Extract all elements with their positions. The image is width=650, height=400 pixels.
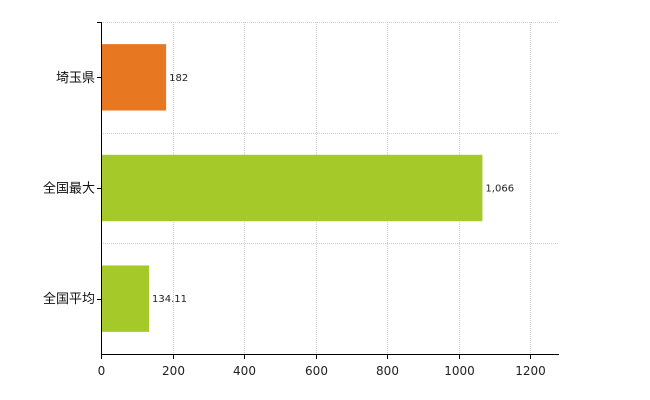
category-label: 全国平均 <box>43 291 95 307</box>
data-label: 134.11 <box>152 294 187 305</box>
x-tick-label: 600 <box>305 364 328 378</box>
x-tick-label: 800 <box>376 364 399 378</box>
data-label: 1,066 <box>485 184 514 195</box>
labels: 182 埼玉県 1,066 全国最大 134.11 全国平均 0 200 400 600 800 10… <box>43 71 546 378</box>
category-label: 埼玉県 <box>56 71 95 86</box>
x-tick-label: 1200 <box>515 364 546 378</box>
category-label: 全国最大 <box>43 181 95 197</box>
data-label: 182 <box>169 73 188 84</box>
bar-1 <box>101 44 167 111</box>
bar-2 <box>101 154 483 222</box>
x-tick-label: 0 <box>98 364 106 378</box>
x-tick-label: 1000 <box>444 364 475 378</box>
x-tick-label: 400 <box>233 364 256 378</box>
x-tick-label: 200 <box>162 364 185 378</box>
bars <box>101 44 483 332</box>
axes <box>97 22 559 359</box>
bar-3 <box>101 265 149 332</box>
